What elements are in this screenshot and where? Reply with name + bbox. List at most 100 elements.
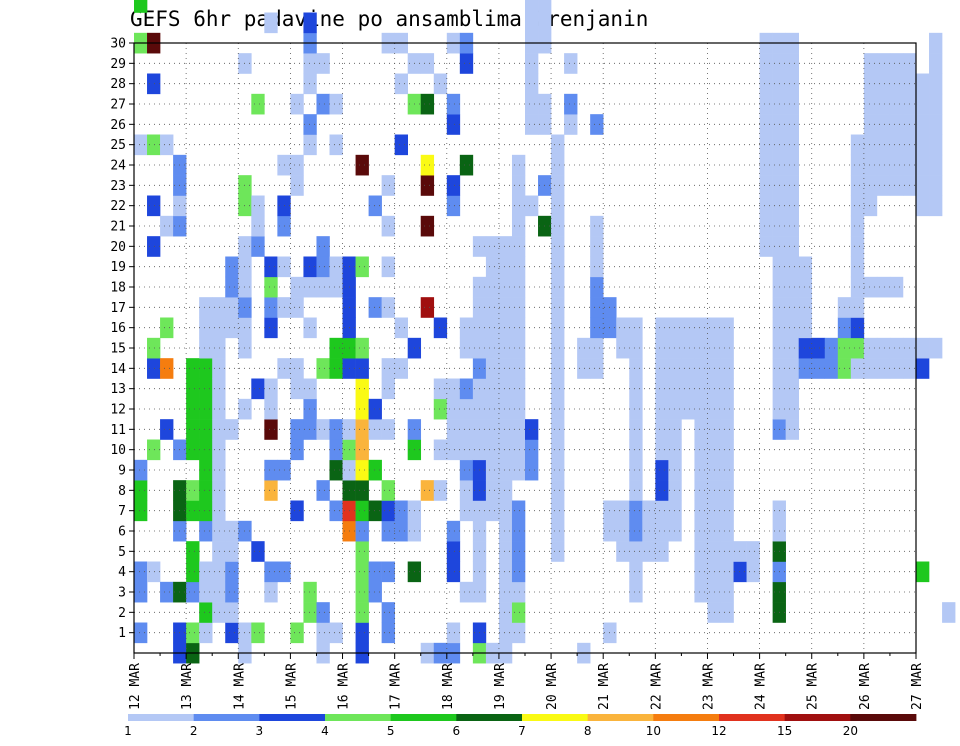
heatmap-cell <box>316 236 330 257</box>
heatmap-cell <box>459 378 474 400</box>
heatmap-cell <box>785 297 799 318</box>
heatmap-cell <box>498 622 513 644</box>
heatmap-cell <box>929 154 943 176</box>
heatmap-cell <box>511 337 526 359</box>
heatmap-cell <box>316 480 330 501</box>
heatmap-cell <box>420 215 435 237</box>
heatmap-cell <box>590 276 604 298</box>
heatmap-cell <box>316 53 330 74</box>
heatmap-cell <box>355 581 369 603</box>
heatmap-cell <box>368 581 382 603</box>
heatmap-cell <box>303 134 317 156</box>
heatmap-cell <box>212 459 226 481</box>
heatmap-cell <box>694 500 708 522</box>
heatmap-cell <box>889 53 904 74</box>
heatmap-cell <box>420 53 435 74</box>
heatmap-cell <box>720 419 734 440</box>
heatmap-cell <box>785 53 799 74</box>
heatmap-cell <box>134 0 148 13</box>
heatmap-cell <box>199 378 213 400</box>
heatmap-cell <box>381 561 395 583</box>
colorbar-label: 2 <box>190 724 198 738</box>
heatmap-cell <box>368 297 382 318</box>
heatmap-cell <box>551 358 565 379</box>
heatmap-cell <box>720 500 734 522</box>
heatmap-cell <box>863 337 878 359</box>
heatmap-cell <box>160 215 174 237</box>
heatmap-cell <box>316 93 330 115</box>
heatmap-cell <box>459 398 474 420</box>
heatmap-cell <box>355 602 369 623</box>
heatmap-cell <box>889 358 904 379</box>
heatmap-cell <box>551 215 565 237</box>
heatmap-cell <box>551 175 565 196</box>
heatmap-cell <box>355 419 369 440</box>
heatmap-cell <box>303 419 317 440</box>
heatmap-cell <box>264 480 278 501</box>
colorbar-label: 20 <box>843 724 858 738</box>
heatmap-cell <box>186 500 200 522</box>
x-tick-label: 21 MAR <box>597 663 612 710</box>
heatmap-cell <box>694 520 708 542</box>
heatmap-cell <box>368 500 382 522</box>
heatmap-cell <box>290 358 304 379</box>
heatmap-cell <box>668 520 682 542</box>
heatmap-cell <box>420 297 435 318</box>
heatmap-cell <box>186 378 200 400</box>
heatmap-cell <box>655 337 669 359</box>
heatmap-cell <box>511 419 526 440</box>
x-tick-label: 14 MAR <box>232 663 247 710</box>
heatmap-cell <box>916 561 930 583</box>
heatmap-cell <box>863 195 878 217</box>
heatmap-cell <box>303 581 317 603</box>
heatmap-cell <box>264 561 278 583</box>
heatmap-cell <box>642 520 656 542</box>
heatmap-cell <box>212 500 226 522</box>
heatmap-cell <box>264 276 278 298</box>
heatmap-cell <box>368 419 382 440</box>
heatmap-cell <box>876 73 891 95</box>
heatmap-cell <box>889 276 904 298</box>
heatmap-cell <box>251 622 265 644</box>
heatmap-cell <box>720 358 734 379</box>
heatmap-cell <box>355 500 369 522</box>
heatmap-cell <box>160 134 174 156</box>
heatmap-cell <box>355 439 369 461</box>
heatmap-cell <box>485 500 500 522</box>
heatmap-cell <box>590 236 604 257</box>
heatmap-cell <box>668 419 682 440</box>
heatmap-cell <box>303 378 317 400</box>
heatmap-cell <box>420 154 435 176</box>
heatmap-cell <box>916 337 930 359</box>
y-tick-label: 6 <box>118 525 126 540</box>
heatmap-cell <box>485 236 500 257</box>
colorbar-swatch <box>850 714 917 721</box>
heatmap-cell <box>798 358 813 379</box>
heatmap-cell <box>629 561 643 583</box>
heatmap-cell <box>433 480 448 501</box>
heatmap-cell <box>785 114 799 135</box>
heatmap-cell <box>199 317 213 339</box>
heatmap-cell <box>355 256 369 278</box>
heatmap-cell <box>720 541 734 562</box>
heatmap-cell <box>655 398 669 420</box>
heatmap-cell <box>498 480 513 501</box>
chart-title: GEFS 6hr padavine po ansamblima Zrenjani… <box>130 7 648 31</box>
colorbar-label: 8 <box>584 724 592 738</box>
heatmap-cell <box>889 337 904 359</box>
heatmap-cell <box>381 419 395 440</box>
heatmap-cell <box>720 459 734 481</box>
heatmap-cell <box>694 419 708 440</box>
colorbar-label: 4 <box>321 724 329 738</box>
heatmap-cell <box>498 581 513 603</box>
heatmap-cell <box>694 317 708 339</box>
heatmap-cell <box>459 154 474 176</box>
heatmap-cell <box>720 581 734 603</box>
heatmap-cell <box>785 134 799 156</box>
heatmap-cell <box>655 378 669 400</box>
heatmap-cell <box>264 256 278 278</box>
heatmap-cell <box>212 358 226 379</box>
heatmap-cell <box>498 337 513 359</box>
heatmap-cell <box>446 520 461 542</box>
heatmap-cell <box>551 398 565 420</box>
